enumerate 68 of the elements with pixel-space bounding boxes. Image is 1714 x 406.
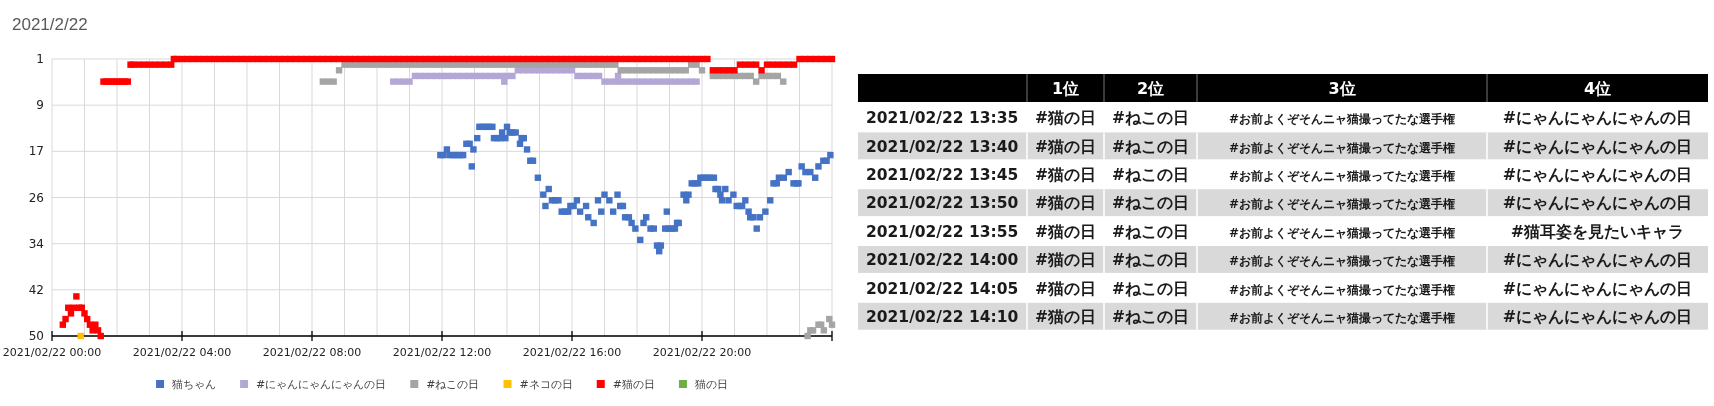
text: #猫耳姿を見たいキャラ [1510,221,1685,241]
category-label: 3位 [1328,79,1356,98]
text: #お前よくぞそんニャ猫撮ってたな選手権 [1228,112,1456,127]
category-label: 2021/02/22 13:50 [866,194,1019,213]
text: #お前よくぞそんニャ猫撮ってたな選手権 [1228,140,1456,155]
text: #猫の日 [1035,251,1096,270]
legend-label: #ネコの日 [519,378,573,391]
text: #お前よくぞそんニャ猫撮ってたな選手権 [1228,311,1456,325]
category-label: 2021/02/22 14:10 [866,308,1019,326]
category-label: 4位 [1583,79,1612,98]
y-tick-label: 42 [28,282,44,297]
text: #にゃんにゃんにゃんの日 [1502,250,1693,270]
y-tick-label: 17 [28,144,44,159]
text: #お前よくぞそんニャ猫撮ってたな選手権 [1228,254,1456,269]
text: #ねこの日 [1112,109,1189,128]
text: #にゃんにゃんにゃんの日 [1502,193,1693,213]
x-tick-label: 2021/02/22 20:00 [652,346,752,359]
text: #猫の日 [1035,166,1096,184]
legend-label: #にゃんにゃんにゃんの日 [256,378,387,391]
category-label: 1位 [1051,79,1080,98]
y-tick-label: 50 [28,329,44,343]
x-tick-label: 2021/02/22 12:00 [392,346,492,359]
x-tick-label: 2021/02/22 00:00 [2,346,102,359]
text: #ねこの日 [1112,194,1189,213]
text: #ねこの日 [1112,222,1189,241]
point [509,72,516,80]
x-tick-label: 2021/02/22 08:00 [262,346,362,359]
text: #お前よくぞそんニャ猫撮ってたな選手権 [1228,169,1456,183]
category-label: 2021/02/22 14:00 [866,251,1019,270]
text: #お前よくぞそんニャ猫撮ってたな選手権 [1228,225,1456,240]
text: #にゃんにゃんにゃんの日 [1502,108,1693,128]
text: #猫の日 [1035,109,1096,128]
y-tick-label: 9 [36,98,44,113]
category-label: 2021/02/22 14:05 [866,279,1019,298]
text: #にゃんにゃんにゃんの日 [1502,165,1693,184]
text: #猫の日 [1035,137,1096,156]
category-label: 2021/02/22 13:55 [866,222,1019,241]
legend-label: 猫の日 [694,378,728,391]
text: #猫の日 [1035,308,1096,326]
text: #猫の日 [1035,194,1096,213]
category-label: 2021/02/22 13:40 [866,137,1019,156]
category-label: 2021/02/22 13:35 [866,109,1019,128]
y-tick-label: 1 [36,52,44,66]
text: #猫の日 [1035,279,1096,298]
y-tick-label: 34 [28,236,44,251]
text: #にゃんにゃんにゃんの日 [1502,278,1693,298]
text: #ねこの日 [1112,308,1189,326]
point [501,78,508,85]
y-tick-label: 26 [28,190,44,205]
text: #ねこの日 [1112,279,1189,298]
legend-label: 猫ちゃん [172,378,217,391]
x-tick-label: 2021/02/22 04:00 [132,346,232,359]
category-label: 2位 [1136,79,1165,98]
text: #にゃんにゃんにゃんの日 [1502,307,1693,326]
point [693,78,700,85]
text: #にゃんにゃんにゃんの日 [1502,136,1693,156]
x-tick-label: 2021/02/22 16:00 [522,346,622,359]
text: #猫の日 [1035,222,1096,241]
text: #ねこの日 [1112,166,1189,184]
text: #ねこの日 [1112,251,1189,270]
legend-label: #猫の日 [612,378,655,391]
category-label: 2021/02/22 13:45 [866,166,1019,184]
text: #お前よくぞそんニャ猫撮ってたな選手権 [1228,197,1456,212]
text: #お前よくぞそんニャ猫撮ってたな選手権 [1228,282,1456,297]
text: #ねこの日 [1112,137,1189,156]
legend-label: #ねこの日 [426,378,480,391]
chart-title: 2021/2/22 [12,15,88,34]
point [406,78,413,85]
